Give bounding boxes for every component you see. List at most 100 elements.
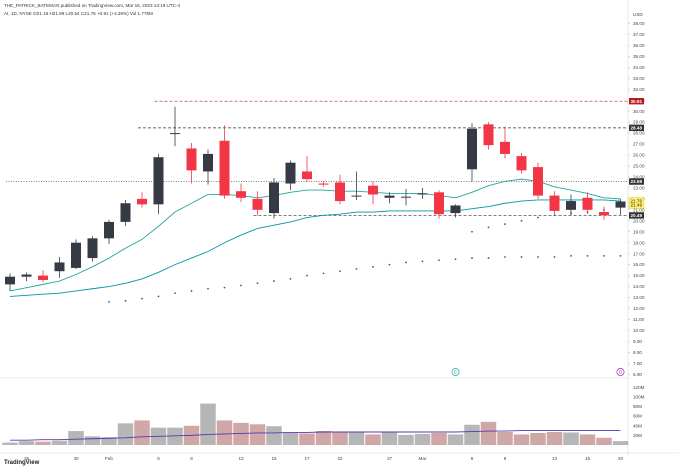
volume-bar <box>513 434 530 445</box>
candle-body <box>434 192 444 215</box>
sar-dot <box>520 219 523 222</box>
sar-dot <box>471 230 473 233</box>
volume-bar <box>332 432 348 445</box>
event-marker <box>451 368 460 376</box>
y-tick-label: 37.00 <box>633 32 645 37</box>
sar-dot <box>240 284 242 287</box>
last-price-sub: 21.49 <box>631 203 643 208</box>
level-label: 30.91 <box>631 99 643 104</box>
sar-dot <box>355 268 358 270</box>
y-tick-label: 33.00 <box>633 76 645 81</box>
ema-slow-line <box>9 199 621 297</box>
candle-body <box>38 275 48 280</box>
volume-bar <box>464 424 480 445</box>
candle-body <box>500 141 510 154</box>
level-label: 23.58 <box>631 179 643 184</box>
sar-dot <box>438 259 440 262</box>
volume-bar <box>51 440 68 445</box>
sar-dot <box>388 263 391 266</box>
y-tick-label: 34.00 <box>633 65 645 70</box>
candle-body <box>582 197 593 210</box>
x-tick-label: 6 <box>471 456 474 461</box>
y-tick-label: 17.00 <box>633 251 645 256</box>
volume-bar <box>480 421 497 445</box>
volume-bar <box>84 436 101 445</box>
candle-body <box>285 162 296 184</box>
y-tick-label: 38.00 <box>633 21 645 26</box>
publisher-line: THE_PATRICK_BATEMAN published on Trading… <box>4 3 181 8</box>
x-tick-label: 8 <box>504 456 507 461</box>
candle-body <box>252 198 263 210</box>
y-tick-label: 20.00 <box>633 218 645 223</box>
y-tick-label: 10.00 <box>633 328 645 333</box>
sar-dot <box>289 277 292 280</box>
volume-bar <box>299 433 315 445</box>
volume-bar <box>200 403 216 445</box>
candle-body <box>467 128 477 170</box>
volume-bar <box>282 432 299 445</box>
y-tick-label: 29.00 <box>633 120 645 125</box>
x-tick-label: 8 <box>190 456 193 461</box>
sar-dot <box>256 282 259 285</box>
y-tick-label: 35.00 <box>633 54 645 59</box>
candle-body <box>483 124 494 146</box>
volume-bar <box>266 426 282 445</box>
volume-bar <box>315 431 332 445</box>
x-tick-label: 20 <box>618 456 624 461</box>
sar-dot <box>174 292 176 295</box>
volume-bar <box>546 432 563 445</box>
sar-dot <box>372 265 374 268</box>
y-tick-label: 27.00 <box>633 142 645 147</box>
volume-bar <box>167 427 183 445</box>
volume-bar <box>365 434 381 445</box>
candle-body <box>599 212 609 216</box>
sar-dot <box>619 254 622 257</box>
sar-dot <box>603 254 605 257</box>
sar-dot <box>322 272 325 275</box>
last-price-label: 21.76 <box>631 198 643 203</box>
sar-dot <box>586 254 589 257</box>
level-label-bg <box>629 178 644 185</box>
candle-body <box>71 242 81 268</box>
sar-dot <box>487 226 490 229</box>
event-marker-label: E <box>454 370 457 375</box>
last-price-bg <box>628 197 645 209</box>
volume-bar <box>563 432 579 445</box>
y-tick-label: 8.00 <box>633 350 642 355</box>
y-tick-label: 26.00 <box>633 153 645 158</box>
volume-bar <box>381 432 398 445</box>
candle-body <box>549 195 560 211</box>
sar-dot <box>570 254 572 257</box>
volume-bar <box>596 437 612 445</box>
level-label: 28.48 <box>631 125 643 130</box>
candle-body <box>516 156 527 171</box>
candle-body <box>533 167 543 196</box>
candle-body <box>54 262 65 272</box>
candle-body <box>566 201 576 210</box>
volume-bar <box>398 434 414 445</box>
volume-tick-label: 80M <box>633 404 642 409</box>
currency-label: USD <box>633 12 643 17</box>
y-tick-label: 19.00 <box>633 229 645 234</box>
candle-body <box>450 205 461 214</box>
volume-ma-line <box>10 430 621 441</box>
x-tick-label: 13 <box>552 456 558 461</box>
sar-dot <box>405 261 407 264</box>
sar-dot <box>454 258 457 261</box>
volume-tick-label: 120M <box>633 385 645 390</box>
sar-dot <box>108 301 110 303</box>
candle-body <box>335 182 345 202</box>
x-tick-label: 30 <box>73 456 79 461</box>
y-tick-label: 32.00 <box>633 87 645 92</box>
y-tick-label: 6.00 <box>633 372 642 377</box>
y-tick-label: 24.00 <box>633 175 645 180</box>
candle-body <box>120 203 131 222</box>
event-marker <box>616 368 625 376</box>
candle-body <box>203 153 213 172</box>
candle-body <box>219 140 230 196</box>
sar-dot <box>207 287 209 290</box>
y-tick-label: 14.00 <box>633 284 645 289</box>
sar-dot <box>157 295 160 298</box>
sar-dot <box>487 257 490 259</box>
